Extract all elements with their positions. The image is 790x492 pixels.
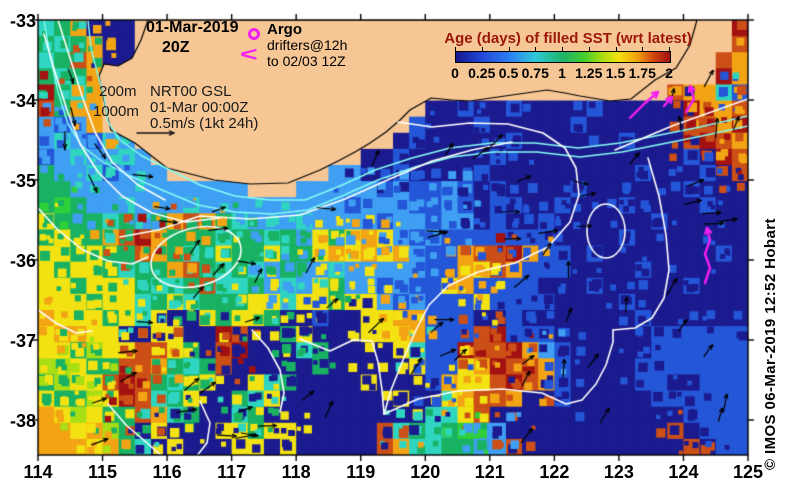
isobath-1000m-label: 1000m (93, 103, 139, 120)
colorbar-title: Age (days) of filled SST (wrt latest) (444, 30, 692, 47)
colorbar-tick-label: 0.5 (498, 65, 519, 81)
x-tick-label: 123 (603, 462, 634, 482)
colorbar-tick-label: 0.75 (521, 65, 549, 81)
y-tick-label: -34 (9, 91, 36, 111)
imos-credit-text: © IMOS 06-Mar-2019 12:52 Hobart (762, 218, 779, 470)
x-tick-label: 122 (539, 462, 570, 482)
argo-float-icon (248, 28, 260, 40)
x-tick-label: 114 (23, 462, 53, 482)
colorbar-tick (455, 47, 456, 51)
x-tick-label: 118 (281, 462, 311, 482)
argo-legend-label: Argo (267, 21, 302, 38)
gsl-legend-line3: 0.5m/s (1kt 24h) (150, 115, 259, 132)
y-tick-label: -36 (9, 251, 36, 271)
drifter-arrow-icon: < (240, 44, 258, 66)
colorbar-tick (588, 47, 590, 51)
map-hour-label: 20Z (162, 39, 190, 56)
y-tick-label: -38 (9, 411, 36, 431)
colorbar-tick-label: 1.5 (605, 65, 626, 81)
y-tick-label: -35 (9, 171, 36, 191)
colorbar-tick (508, 47, 510, 51)
colorbar-gradient (455, 51, 671, 63)
y-tick-label: -33 (9, 11, 36, 31)
drifters-legend-line2: to 02/03 12Z (267, 53, 346, 69)
x-tick-label: 119 (346, 462, 376, 482)
isobath-200m-label: 200m (99, 83, 137, 100)
x-tick-label: 117 (217, 462, 247, 482)
map-date-label: 01-Mar-2019 (146, 19, 239, 36)
gsl-legend-line2: 01-Mar 00:00Z (150, 99, 249, 116)
colorbar-tick-label: 1.75 (628, 65, 656, 81)
colorbar-tick (562, 47, 563, 51)
colorbar-tick-label: 1.25 (575, 65, 603, 81)
gsl-legend-line1: NRT00 GSL (150, 83, 232, 100)
colorbar-tick-label: 2 (665, 65, 673, 81)
x-tick-label: 124 (668, 462, 699, 482)
x-tick-label: 115 (88, 462, 118, 482)
colorbar-tick-label: 0.25 (468, 65, 496, 81)
colorbar-tick (642, 47, 644, 51)
x-tick-label: 120 (410, 462, 441, 482)
y-tick-label: -37 (9, 331, 36, 351)
x-tick-label: 116 (152, 462, 182, 482)
x-tick-label: 125 (732, 462, 764, 482)
colorbar-tick (615, 47, 617, 51)
colorbar-tick-label: 1 (558, 65, 566, 81)
drifters-legend-line1: drifters@12h (267, 37, 348, 53)
colorbar-tick (669, 47, 670, 51)
colorbar-tick (535, 47, 537, 51)
x-tick-label: 121 (474, 462, 505, 482)
colorbar-tick-label: 0 (451, 65, 459, 81)
colorbar-tick (481, 47, 483, 51)
